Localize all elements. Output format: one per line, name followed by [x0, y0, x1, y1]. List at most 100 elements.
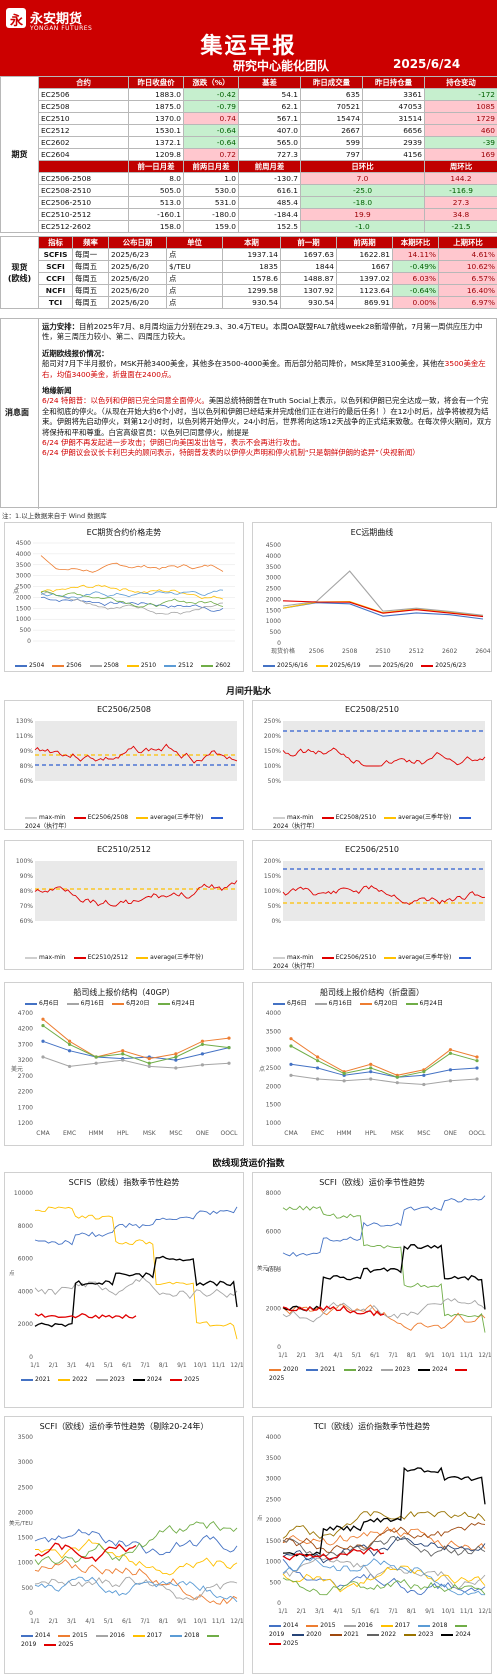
legend-swatch: [66, 1002, 79, 1005]
tick-label: 100%: [16, 858, 33, 865]
table-cell: 31514: [362, 112, 425, 125]
legend-label: 2022: [72, 1376, 88, 1383]
table-cell: 每周五: [72, 260, 109, 273]
spot-index-section-title: 欧线现货运价指数: [212, 1159, 285, 1169]
report-title: 集运早报: [200, 34, 297, 59]
series-line: [34, 1276, 238, 1300]
chart-title: EC2510/2512: [96, 845, 152, 854]
legend-entry: average(三季年份): [384, 954, 451, 961]
tick-label: 4/1: [85, 1362, 95, 1369]
tick-label: 90%: [20, 748, 34, 755]
tick-label: 1000: [266, 618, 281, 625]
tick-label: 0: [277, 1344, 281, 1351]
table-cell: -130.7: [238, 172, 301, 185]
legend-entry: 2023: [95, 1376, 125, 1383]
spot-header-cell: 本期: [222, 236, 281, 249]
tick-label: 10000: [14, 1190, 33, 1197]
tick-label: 9/1: [425, 1352, 435, 1359]
data-point: [174, 1058, 178, 1062]
news-section-label: 消息面: [1, 319, 39, 509]
chart-canvas: 250% 200% 150% 100% 50%: [264, 718, 486, 785]
legend-swatch: [366, 1633, 379, 1636]
legend-swatch: [95, 1634, 108, 1637]
tick-label: MSC: [169, 1130, 182, 1137]
tick-label: 150%: [264, 748, 281, 755]
data-point: [227, 1036, 231, 1040]
tick-label: 4/1: [85, 1618, 95, 1625]
tick-label: 2602: [442, 648, 457, 655]
tick-label: 4/1: [333, 1352, 343, 1359]
table-cell: 505.0: [128, 184, 184, 197]
tick-label: 1500: [18, 1535, 33, 1542]
table-cell: 1209.8: [128, 148, 184, 161]
chart-title: TCI（欧线）运价指数季节性趋势: [313, 1422, 431, 1431]
data-point: [227, 1045, 231, 1050]
legend-swatch: [201, 664, 214, 667]
spot-header-cell: 前一期: [280, 236, 337, 249]
legend-swatch: [321, 816, 334, 819]
series-line: [282, 1466, 486, 1557]
legend-entry: 6月24日: [405, 1000, 443, 1007]
legend-swatch: [418, 1368, 431, 1371]
legend-label: 2021: [320, 1366, 336, 1373]
report-team: 研究中心能化团队: [233, 59, 330, 73]
chart-title: 船司线上报价结构（折盘面）: [320, 988, 424, 997]
quote-futures-chart: 船司线上报价结构（折盘面） 4000 3500 3000 2500 2000 1500 100…: [252, 982, 492, 1146]
report-date: 2025/6/24: [393, 57, 461, 71]
legend-swatch: [418, 1624, 431, 1627]
data-point: [315, 1059, 320, 1063]
legend-entry: 2014: [269, 1622, 298, 1629]
chart-canvas: 4500 4000 3500 3000 2500 2000 1500 1000 500 0 点: [13, 540, 235, 645]
series-line: [34, 1206, 238, 1340]
tick-label: 2604: [475, 648, 490, 655]
legend-swatch: [306, 1624, 319, 1627]
legend-entry: 2016: [95, 1632, 125, 1639]
legend-label: 2025: [269, 1375, 285, 1382]
tick-label: 10/1: [442, 1608, 456, 1615]
table-row: CCFI 每周五 2025/6/20 点 1578.6 1488.87 1397.02 6.0…: [1, 272, 497, 285]
data-point: [475, 1077, 479, 1081]
data-point: [289, 1062, 293, 1066]
chart-canvas: 4000 3500 3000 2500 2000 1500 1000 点 CMA EMC HMM HP…: [259, 1010, 486, 1137]
tick-label: 1200: [18, 1120, 33, 1127]
legend-label: 2510: [140, 662, 157, 669]
spread-2510-2512-chart: EC2510/2512 100% 90% 80% 70% 60% max-min EC2510…: [4, 840, 244, 970]
legend-entry: max-min: [273, 814, 314, 821]
table-cell: EC2506-2510: [38, 196, 129, 209]
series-line: [34, 1255, 238, 1328]
spot-header-row: 现货 (欧线) 指标 频率 公布日期 单位 本期 前一期 前两期 本期环比 上期环比: [0, 236, 497, 309]
tick-label: 6000: [18, 1256, 33, 1263]
data-point: [475, 1066, 479, 1070]
legend-swatch: [170, 1378, 183, 1381]
table-cell: 34.8: [424, 208, 497, 221]
series-line: [34, 1559, 238, 1605]
quote-40gp-chart: 船司线上报价结构（40GP） 4700 4200 3700 3200 2700 2200 17…: [4, 982, 244, 1146]
chart-legend: 6月6日 6月16日 6月20日 6月24日: [273, 999, 488, 1008]
table-cell: -1.0: [300, 220, 425, 233]
tick-label: 3000: [266, 1476, 281, 1483]
legend-entry: 2512: [164, 662, 193, 669]
table-cell: 8.0: [128, 172, 184, 185]
tick-label: 3700: [18, 1041, 33, 1048]
legend-entry: 2015: [58, 1632, 88, 1639]
table-cell: 513.0: [128, 196, 184, 209]
table-cell: CCFI: [38, 272, 73, 285]
legend-label: EC2506/2508: [87, 814, 129, 821]
legend-swatch: [360, 1002, 373, 1005]
table-cell: 2025/6/20: [108, 296, 167, 309]
legend-swatch: [404, 1633, 417, 1636]
legend-label: max-min: [39, 954, 66, 961]
legend-label: 2025: [58, 1641, 74, 1648]
legend-swatch: [136, 956, 149, 959]
legend-swatch: [112, 1002, 125, 1005]
series-line: [282, 1303, 486, 1331]
tick-label: 150%: [264, 873, 281, 880]
tick-label: 3/1: [67, 1362, 77, 1369]
chart-title: 船司线上报价结构（40GP）: [73, 988, 175, 997]
tick-label: MSC: [417, 1130, 430, 1137]
chart-title: SCFIS（欧线）指数季节性趋势: [68, 1178, 180, 1187]
table-row: NCFI 每周五 2025/6/20 点 1299.58 1307.92 1123.64 -0…: [1, 284, 497, 297]
legend-label: 2023: [109, 1376, 125, 1383]
table-row: EC2510 1370.0 0.74 567.1 15474 31514 1729: [1, 112, 497, 125]
legend-entry: 2022: [58, 1376, 88, 1383]
